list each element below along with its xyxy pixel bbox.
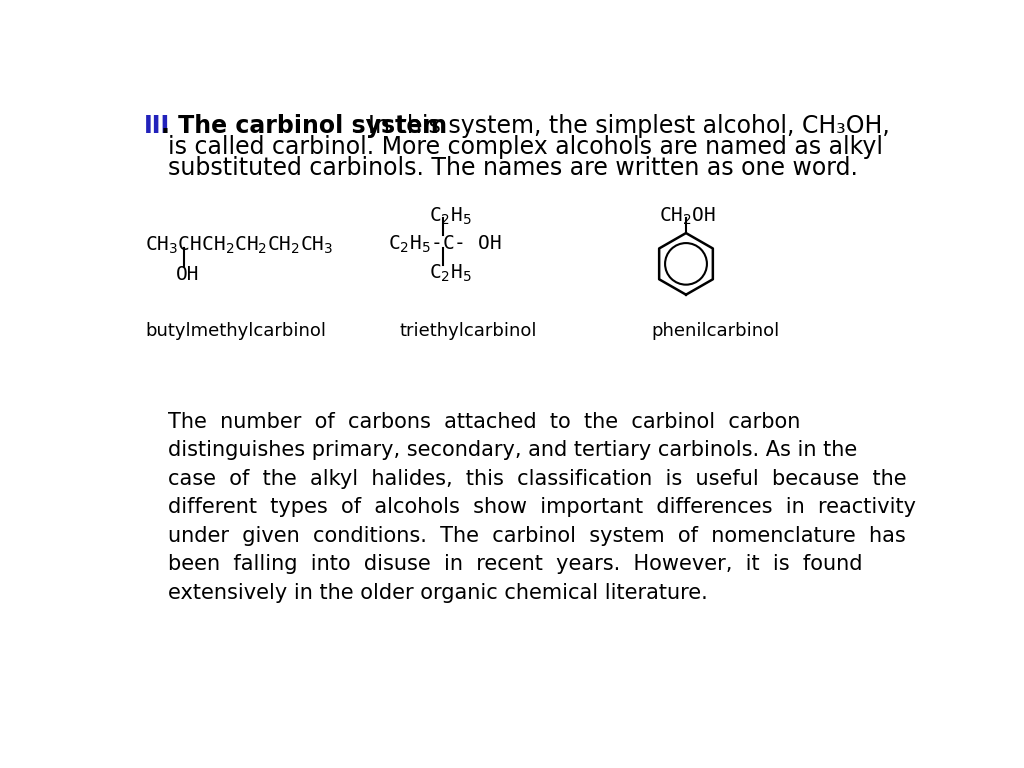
Text: C$_2$H$_5$: C$_2$H$_5$ bbox=[429, 263, 471, 284]
Text: The  number  of  carbons  attached  to  the  carbinol  carbon: The number of carbons attached to the ca… bbox=[168, 412, 801, 432]
Text: butylmethylcarbinol: butylmethylcarbinol bbox=[145, 322, 326, 339]
Text: substituted carbinols. The names are written as one word.: substituted carbinols. The names are wri… bbox=[168, 156, 858, 180]
Text: CH$_3$CHCH$_2$CH$_2$CH$_2$CH$_3$: CH$_3$CHCH$_2$CH$_2$CH$_2$CH$_3$ bbox=[145, 234, 334, 256]
Text: is called carbinol. More complex alcohols are named as alkyl: is called carbinol. More complex alcohol… bbox=[168, 135, 884, 159]
Text: phenilcarbinol: phenilcarbinol bbox=[651, 322, 779, 339]
Text: OH: OH bbox=[176, 266, 200, 284]
Text: distinguishes primary, secondary, and tertiary carbinols. As in the: distinguishes primary, secondary, and te… bbox=[168, 440, 857, 460]
Text: case  of  the  alkyl  halides,  this  classification  is  useful  because  the: case of the alkyl halides, this classifi… bbox=[168, 468, 907, 488]
Text: C$_2$H$_5$: C$_2$H$_5$ bbox=[429, 206, 471, 227]
Text: under  given  conditions.  The  carbinol  system  of  nomenclature  has: under given conditions. The carbinol sys… bbox=[168, 525, 906, 546]
Text: triethylcarbinol: triethylcarbinol bbox=[399, 322, 537, 339]
Text: C$_2$H$_5$-C- OH: C$_2$H$_5$-C- OH bbox=[388, 233, 501, 255]
Text: . In this system, the simplest alcohol, CH₃OH,: . In this system, the simplest alcohol, … bbox=[352, 114, 890, 137]
Text: . The carbinol system: . The carbinol system bbox=[161, 114, 446, 137]
Text: CH$_2$OH: CH$_2$OH bbox=[658, 206, 716, 227]
Text: been  falling  into  disuse  in  recent  years.  However,  it  is  found: been falling into disuse in recent years… bbox=[168, 554, 863, 574]
Text: III: III bbox=[143, 114, 170, 137]
Text: different  types  of  alcohols  show  important  differences  in  reactivity: different types of alcohols show importa… bbox=[168, 497, 916, 517]
Text: extensively in the older organic chemical literature.: extensively in the older organic chemica… bbox=[168, 583, 708, 603]
